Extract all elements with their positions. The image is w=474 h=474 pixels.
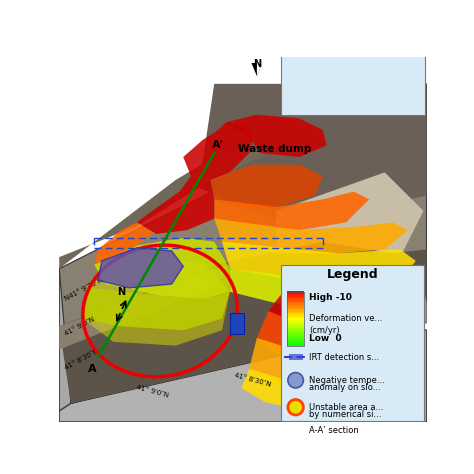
Bar [287, 297, 304, 299]
Text: A': A' [212, 140, 224, 150]
Bar [287, 310, 304, 312]
Text: Legend: Legend [327, 267, 378, 281]
Circle shape [288, 373, 303, 388]
Bar [287, 303, 304, 305]
Bar [287, 314, 304, 316]
Polygon shape [214, 191, 369, 230]
Bar [287, 292, 304, 293]
Text: (cm/yr): (cm/yr) [309, 326, 339, 335]
Bar [287, 302, 304, 304]
Bar [287, 337, 304, 339]
Bar [287, 336, 304, 337]
Bar [287, 344, 304, 346]
Bar [287, 292, 304, 294]
Bar [287, 317, 304, 319]
Bar [287, 332, 304, 334]
FancyBboxPatch shape [282, 0, 425, 115]
Bar [230, 312, 244, 334]
Bar [287, 313, 304, 315]
Polygon shape [214, 219, 408, 253]
Bar [287, 319, 304, 321]
Text: by numerical si...: by numerical si... [309, 410, 381, 419]
Bar [287, 301, 304, 302]
Text: Low  0: Low 0 [309, 334, 341, 343]
Bar [287, 328, 304, 329]
Bar [287, 308, 304, 309]
Polygon shape [94, 238, 230, 300]
Polygon shape [59, 265, 230, 349]
Text: Unstable area a...: Unstable area a... [309, 403, 383, 412]
Polygon shape [251, 63, 262, 76]
Text: A-A’ section: A-A’ section [309, 426, 358, 435]
Text: Deformation ve...: Deformation ve... [309, 314, 382, 323]
Bar [287, 343, 304, 344]
Bar [287, 321, 304, 323]
Text: N: N [117, 287, 125, 297]
Text: A: A [88, 364, 96, 374]
Bar [287, 322, 304, 324]
Bar [287, 341, 304, 343]
Polygon shape [98, 248, 183, 288]
Text: 41° 9′0″N: 41° 9′0″N [64, 316, 96, 337]
Polygon shape [226, 115, 327, 157]
Polygon shape [183, 122, 253, 180]
Text: 1 km: 1 km [350, 308, 369, 317]
Polygon shape [199, 84, 427, 226]
Bar [287, 311, 304, 313]
Polygon shape [257, 63, 262, 76]
Polygon shape [59, 242, 427, 403]
Polygon shape [82, 288, 230, 330]
Bar [287, 325, 304, 327]
Bar [287, 295, 304, 297]
Text: N: N [253, 59, 261, 69]
Bar [287, 340, 304, 342]
Polygon shape [230, 269, 423, 315]
Text: Waste dump: Waste dump [237, 144, 311, 154]
Bar [287, 309, 304, 310]
Polygon shape [137, 176, 214, 234]
Polygon shape [59, 149, 276, 269]
Bar [287, 327, 304, 328]
Text: 41° 8′30″N: 41° 8′30″N [64, 348, 100, 371]
Text: 41° 8′30″N: 41° 8′30″N [234, 373, 272, 388]
Polygon shape [82, 257, 230, 346]
Polygon shape [94, 222, 156, 265]
Bar [287, 338, 304, 340]
Bar [287, 333, 304, 335]
Polygon shape [59, 84, 427, 403]
Polygon shape [210, 164, 323, 207]
Bar [287, 300, 304, 301]
Bar [287, 324, 304, 326]
Text: IRT detection s...: IRT detection s... [309, 353, 379, 362]
Bar [287, 298, 304, 300]
Bar [287, 335, 304, 336]
Bar [287, 319, 304, 320]
Text: Negative tempe...: Negative tempe... [309, 376, 384, 385]
Text: High -10: High -10 [309, 293, 352, 302]
Polygon shape [276, 173, 423, 296]
Bar [287, 316, 304, 317]
Polygon shape [59, 265, 71, 411]
Polygon shape [330, 273, 427, 322]
Text: N41° 9′30″N: N41° 9′30″N [64, 277, 105, 302]
Text: 41° 9′0″N: 41° 9′0″N [136, 384, 169, 399]
Bar [287, 329, 304, 331]
Circle shape [288, 400, 303, 415]
Bar [281, 265, 423, 421]
Bar [287, 306, 304, 308]
Polygon shape [249, 338, 404, 396]
Polygon shape [222, 242, 416, 284]
Bar [287, 305, 304, 307]
Text: anomaly on slo...: anomaly on slo... [309, 383, 381, 392]
Bar [289, 354, 302, 360]
Text: 123° 6′0″E: 123° 6′0″E [347, 361, 384, 376]
Polygon shape [257, 311, 377, 361]
Bar [287, 292, 304, 346]
Polygon shape [268, 288, 354, 330]
Polygon shape [241, 369, 408, 419]
Polygon shape [59, 322, 427, 422]
Bar [287, 294, 304, 296]
Bar [287, 330, 304, 332]
